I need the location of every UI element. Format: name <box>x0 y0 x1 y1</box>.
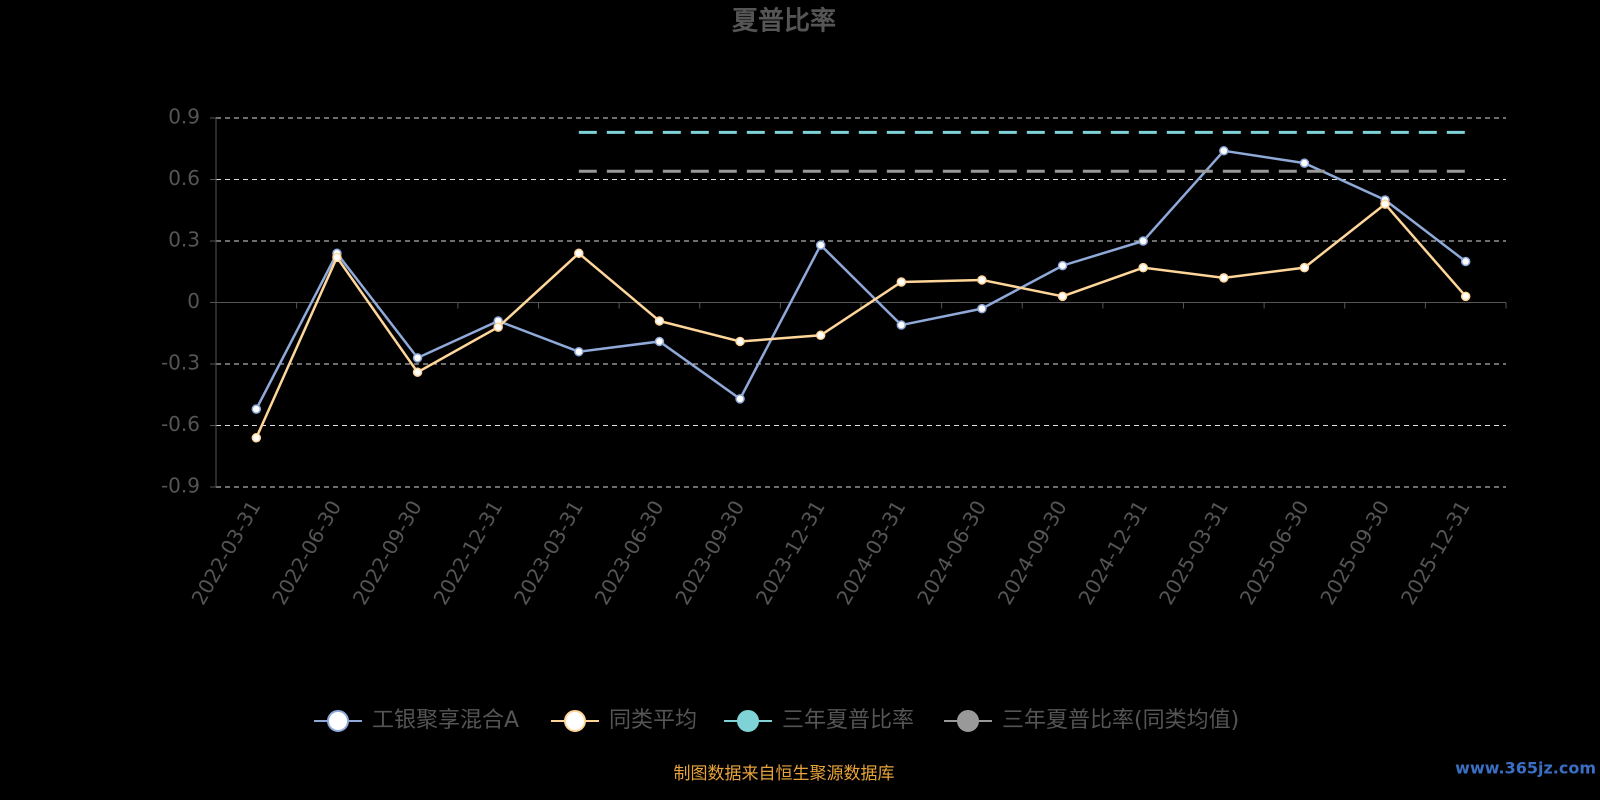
data-point <box>1460 291 1471 302</box>
data-point <box>896 277 907 287</box>
data-point <box>493 322 503 332</box>
data-point <box>1138 236 1148 246</box>
data-point <box>1219 273 1229 283</box>
y-tick-label: 0 <box>187 289 200 313</box>
data-point <box>251 404 262 414</box>
data-point <box>815 240 826 250</box>
y-tick-label: 0.3 <box>168 228 200 252</box>
data-point <box>574 248 584 259</box>
legend-label: 工银聚享混合A <box>372 708 519 733</box>
data-point <box>1299 262 1310 273</box>
data-point <box>735 336 745 347</box>
data-point <box>412 367 423 377</box>
y-tick-label: -0.6 <box>161 412 200 436</box>
data-point <box>977 303 987 314</box>
legend-marker <box>957 710 979 732</box>
data-point <box>251 433 262 443</box>
y-tick-label: -0.9 <box>161 474 200 498</box>
source: 制图数据来自恒生聚源数据库 <box>674 764 895 784</box>
data-point <box>735 394 745 404</box>
legend-marker <box>327 710 349 732</box>
data-point <box>654 336 665 347</box>
data-point <box>1057 291 1068 302</box>
data-point <box>1219 146 1229 156</box>
y-tick-label: -0.3 <box>161 351 200 375</box>
data-point <box>1460 256 1471 267</box>
data-point <box>1299 158 1310 168</box>
series-line <box>255 149 1467 410</box>
y-tick-label: 0.9 <box>168 105 200 129</box>
data-point <box>1138 262 1148 273</box>
data-point <box>412 353 423 363</box>
data-point <box>815 330 826 341</box>
chart-title: 夏普比率 <box>732 6 836 37</box>
legend-marker <box>737 710 759 732</box>
legend-label: 三年夏普比率 <box>782 708 914 733</box>
legend-label: 同类平均 <box>609 708 697 733</box>
data-point <box>654 316 665 326</box>
legend-marker <box>564 710 586 732</box>
data-point <box>574 346 584 357</box>
data-point <box>332 252 342 263</box>
y-tick-label: 0.6 <box>168 166 200 190</box>
series-line <box>255 202 1467 439</box>
data-point <box>977 275 987 285</box>
data-point <box>896 320 907 330</box>
data-point <box>1057 260 1068 271</box>
legend-label: 三年夏普比率(同类均值) <box>1002 708 1239 733</box>
watermark: www.365jz.com <box>1455 759 1596 778</box>
data-point <box>1380 199 1390 209</box>
